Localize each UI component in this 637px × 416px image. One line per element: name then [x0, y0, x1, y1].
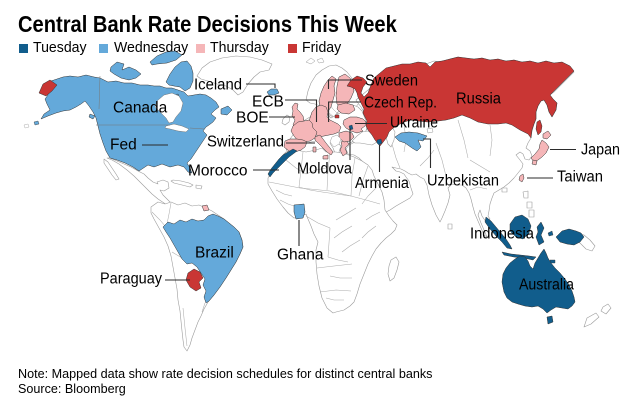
svg-text:Brazil: Brazil: [195, 245, 234, 262]
svg-text:ECB: ECB: [252, 94, 284, 111]
svg-text:Ukraine: Ukraine: [390, 115, 438, 132]
svg-text:Moldova: Moldova: [297, 161, 352, 178]
svg-text:Australia: Australia: [519, 277, 574, 294]
svg-text:Russia: Russia: [456, 91, 501, 108]
svg-text:Indonesia: Indonesia: [470, 226, 534, 243]
svg-text:Uzbekistan: Uzbekistan: [427, 173, 499, 190]
svg-text:Ghana: Ghana: [277, 247, 324, 264]
svg-text:Paraguay: Paraguay: [100, 271, 162, 288]
svg-text:Armenia: Armenia: [355, 175, 409, 192]
svg-text:BOE: BOE: [236, 110, 269, 127]
svg-text:Switzerland: Switzerland: [207, 134, 284, 151]
svg-text:Iceland: Iceland: [194, 77, 242, 94]
svg-text:Sweden: Sweden: [365, 73, 418, 90]
svg-text:Canada: Canada: [113, 100, 168, 117]
svg-text:Czech Rep.: Czech Rep.: [364, 95, 437, 112]
svg-text:Fed: Fed: [110, 137, 137, 154]
svg-text:Japan: Japan: [581, 142, 620, 159]
svg-text:Morocco: Morocco: [188, 163, 247, 180]
svg-text:Taiwan: Taiwan: [557, 169, 603, 186]
